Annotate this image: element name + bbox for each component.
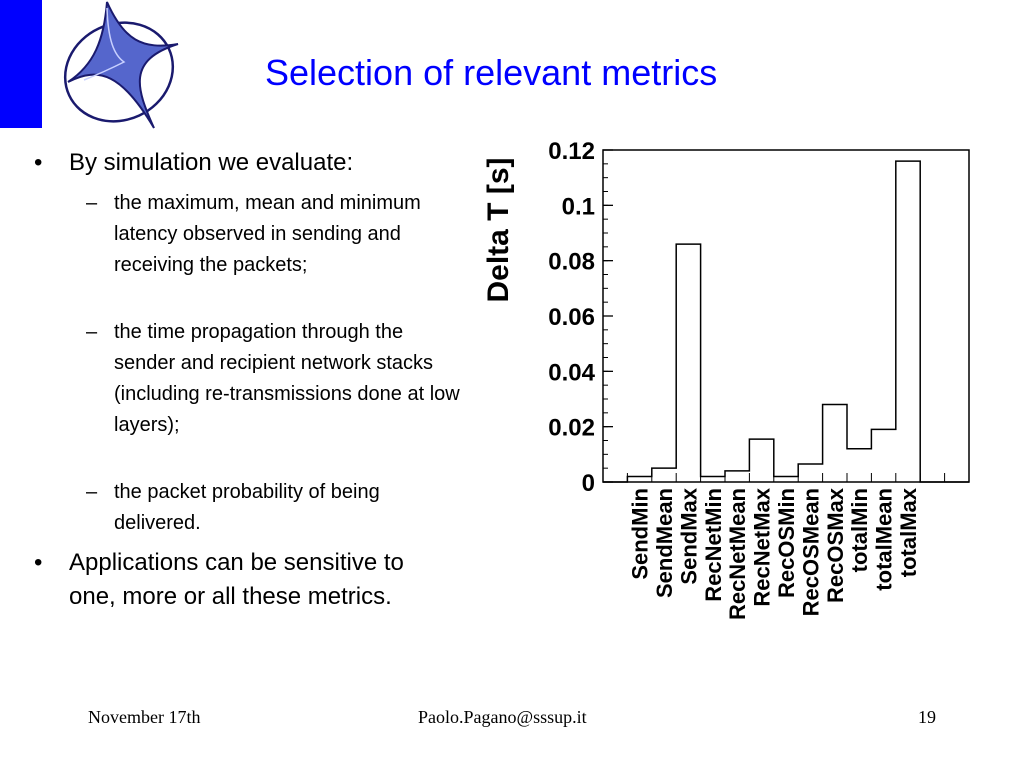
x-category-label: RecOSMin — [774, 488, 799, 598]
sub-bullet-marker: – — [86, 192, 98, 214]
y-tick-label: 0.02 — [548, 415, 595, 442]
x-category-label: RecOSMax — [823, 487, 848, 603]
bar-SendMax — [676, 244, 700, 482]
y-tick-label: 0.12 — [548, 138, 595, 165]
slide-title: Selection of relevant metrics — [265, 52, 718, 93]
y-tick-label: 0.08 — [548, 249, 595, 276]
bar-totalMax — [896, 161, 920, 482]
bar-totalMean — [871, 429, 895, 482]
latency-histogram: 0 0.02 0.04 0.06 0.08 0.1 0.12 Delta T [s] SendM… — [482, 138, 970, 620]
x-category-label: totalMin — [847, 488, 872, 572]
bar-SendMean — [652, 468, 676, 482]
bar-RecNetMin — [701, 476, 725, 482]
bar-RecOSMin — [774, 476, 798, 482]
bar-RecOSMax — [823, 405, 847, 482]
y-axis-label: Delta T [s] — [482, 157, 515, 302]
y-tick-label: 0.06 — [548, 304, 595, 331]
x-category-label: RecNetMean — [725, 488, 750, 620]
bullet-text: Applications can be sensitive to one, mo… — [69, 549, 404, 610]
bar-totalMin — [847, 449, 871, 482]
sub-bullet-text: the packet probability of being delivere… — [114, 481, 380, 534]
logo-icon — [63, 1, 179, 129]
y-tick-label: 0.04 — [548, 359, 595, 386]
sub-bullet-text: the time propagation through the sender … — [114, 321, 460, 436]
sub-bullet-text: the maximum, mean and minimum latency ob… — [114, 192, 421, 276]
x-category-label: totalMean — [872, 488, 897, 591]
x-category-label: RecNetMax — [750, 487, 775, 606]
footer-date: November 17th — [88, 707, 201, 727]
x-category-label: RecOSMean — [798, 488, 823, 616]
bar-SendMin — [627, 476, 651, 482]
sub-bullet-marker: – — [86, 481, 98, 503]
y-tick-label: 0.1 — [562, 193, 595, 220]
bullet-marker: • — [34, 149, 43, 176]
footer-email: Paolo.Pagano@sssup.it — [418, 707, 587, 727]
x-category-label: SendMean — [652, 488, 677, 598]
bar-RecNetMax — [749, 439, 773, 482]
left-accent-bar — [0, 0, 42, 128]
bullet-marker: • — [34, 549, 43, 576]
bar-RecNetMean — [725, 471, 749, 482]
sub-bullet-marker: – — [86, 321, 98, 343]
x-category-label: RecNetMin — [701, 488, 726, 602]
x-category-label: SendMin — [628, 488, 653, 580]
x-category-label: SendMax — [676, 487, 701, 584]
x-category-label: totalMax — [896, 487, 921, 577]
footer-page-number: 19 — [918, 707, 936, 727]
y-tick-label: 0 — [582, 470, 595, 497]
bar-RecOSMean — [798, 464, 822, 482]
bullet-text: By simulation we evaluate: — [69, 149, 354, 176]
